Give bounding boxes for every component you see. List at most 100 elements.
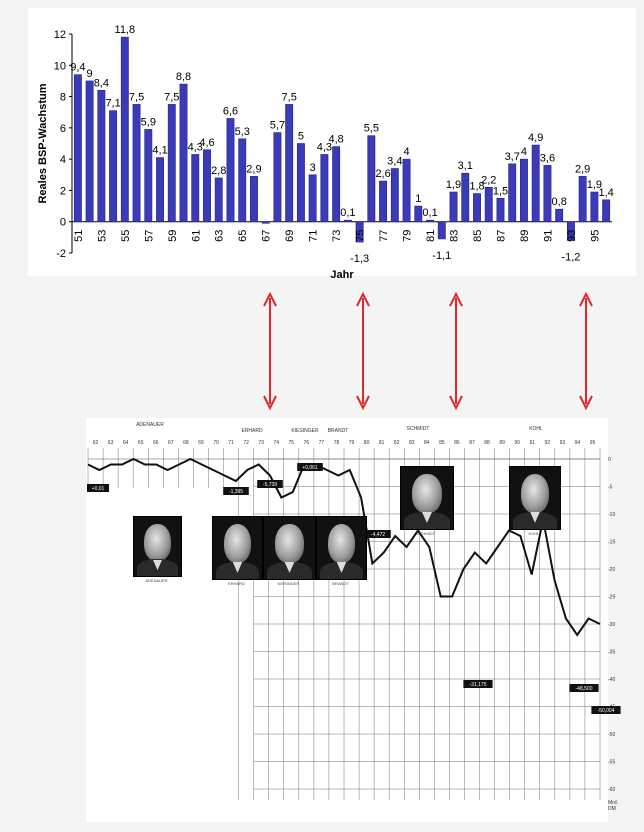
- year-label-63: 63: [108, 440, 114, 446]
- bar-83: [449, 191, 458, 223]
- bar-chart-background: [28, 8, 636, 276]
- value-label-box: [365, 530, 391, 538]
- value-label: -31,175: [470, 682, 487, 688]
- bar-64: [226, 118, 235, 223]
- value-label-box: [257, 480, 283, 488]
- value-label-box: [591, 706, 621, 714]
- x-tick-label-85: 85: [472, 230, 484, 242]
- x-tick-label-91: 91: [542, 230, 554, 242]
- y-tick-label: 8: [60, 92, 66, 104]
- data-label-92: 0,8: [552, 196, 567, 208]
- year-label-69: 69: [198, 440, 204, 446]
- x-tick-label-71: 71: [308, 230, 320, 242]
- year-label-72: 72: [243, 440, 249, 446]
- data-label-84: 3,1: [458, 160, 473, 172]
- bar-86: [484, 187, 493, 223]
- arrow-head-down: [356, 395, 370, 411]
- data-label-78: 3,4: [387, 156, 402, 168]
- data-label-59: 7,5: [164, 91, 179, 103]
- bar-60: [179, 83, 188, 223]
- y-tick-label: 6: [60, 123, 66, 135]
- x-tick-label-77: 77: [378, 230, 390, 242]
- data-label-86: 2,2: [481, 174, 496, 186]
- arrow-head-up: [579, 291, 593, 307]
- bar-91: [543, 165, 552, 223]
- year-label-76: 76: [304, 440, 310, 446]
- bar-93: [566, 221, 575, 241]
- data-label-77: 2,6: [375, 168, 390, 180]
- value-label: -4,472: [371, 532, 385, 538]
- y-tick-label-right: -35: [608, 650, 615, 656]
- x-tick-label-95: 95: [589, 230, 601, 242]
- chancellor-label-schmidt: SCHMIDT: [407, 426, 430, 432]
- x-tick-label-61: 61: [190, 230, 202, 242]
- value-label: -5,739: [263, 482, 277, 488]
- year-label-95: 95: [590, 440, 596, 446]
- year-label-88: 88: [484, 440, 490, 446]
- year-label-92: 92: [545, 440, 551, 446]
- value-label: -1,395: [229, 489, 243, 495]
- bar-56: [132, 104, 141, 223]
- year-label-85: 85: [439, 440, 445, 446]
- data-label-65: 5,3: [235, 126, 250, 138]
- value-label-box: [223, 487, 249, 495]
- y-tick-label: 2: [60, 185, 66, 197]
- y-tick-label: -2: [56, 248, 66, 260]
- y-tick-label-right: -50: [608, 732, 615, 738]
- x-tick-label-67: 67: [261, 230, 273, 242]
- data-label-55: 11,8: [115, 24, 136, 36]
- arrow-head-up: [356, 291, 370, 307]
- value-label-box: [87, 484, 109, 492]
- x-tick-label-63: 63: [214, 230, 226, 242]
- year-label-68: 68: [183, 440, 189, 446]
- data-label-74: 0,1: [340, 207, 355, 219]
- bar-74: [343, 219, 352, 223]
- data-label-73: 4,8: [328, 134, 343, 146]
- arrow-head-down: [263, 395, 277, 411]
- bar-75: [355, 221, 364, 243]
- value-label-box: [297, 463, 323, 471]
- year-label-81: 81: [379, 440, 385, 446]
- data-label-94: 2,9: [575, 163, 590, 175]
- x-tick-label-51: 51: [73, 230, 85, 242]
- year-label-74: 74: [273, 440, 279, 446]
- data-label-60: 8,8: [176, 71, 191, 83]
- y-tick-label-right: -5: [608, 485, 613, 491]
- data-label-85: 1,8: [469, 181, 484, 193]
- bar-87: [496, 197, 505, 223]
- chancellor-label-adenauer: ADENAUER: [136, 422, 164, 428]
- data-label-82: -1,1: [432, 250, 451, 262]
- x-tick-label-53: 53: [96, 230, 108, 242]
- bar-88: [508, 163, 517, 223]
- arrow-head-down: [579, 395, 593, 411]
- bar-79: [402, 158, 411, 223]
- data-label-68: 5,7: [270, 120, 285, 132]
- bar-55: [120, 36, 129, 223]
- year-label-82: 82: [394, 440, 400, 446]
- data-label-71: 3: [310, 162, 316, 174]
- data-label-63: 2,8: [211, 165, 226, 177]
- value-label-box: [569, 684, 599, 692]
- y-tick-label-right: -40: [608, 677, 615, 683]
- y-tick-label: 4: [60, 154, 66, 166]
- year-label-79: 79: [349, 440, 355, 446]
- arrows: [263, 291, 593, 411]
- bar-77: [379, 180, 388, 223]
- data-label-58: 4,1: [152, 145, 167, 157]
- data-label-64: 6,6: [223, 105, 238, 117]
- data-label-96: 1,4: [598, 187, 613, 199]
- y-tick-label-right: -55: [608, 760, 615, 766]
- year-label-75: 75: [289, 440, 295, 446]
- x-tick-label-83: 83: [449, 230, 461, 242]
- bar-51: [73, 74, 82, 223]
- data-label-66: 2,9: [246, 163, 261, 175]
- bar-95: [590, 191, 599, 223]
- data-label-69: 7,5: [282, 91, 297, 103]
- bar-54: [109, 110, 118, 223]
- data-label-52: 9: [87, 68, 93, 80]
- data-label-56: 7,5: [129, 91, 144, 103]
- data-label-93: -1,2: [561, 251, 580, 263]
- year-label-73: 73: [258, 440, 264, 446]
- line-chart: 0-5-10-15-20-25-30-35-40-45-50-55-606263…: [86, 418, 621, 822]
